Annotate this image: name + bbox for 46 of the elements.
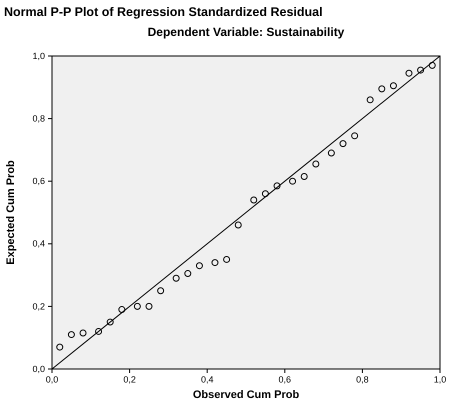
- y-tick-label: 1,0: [32, 50, 45, 61]
- x-tick-label: 0,2: [123, 374, 136, 384]
- point: [250, 196, 258, 204]
- point: [146, 302, 152, 310]
- y-tick-label: 0,2: [32, 301, 45, 312]
- x-tick-label: 0,8: [356, 374, 369, 384]
- point: [234, 222, 242, 228]
- point: [134, 302, 141, 310]
- point: [390, 82, 397, 90]
- point: [417, 66, 424, 74]
- x-tick-label: 0,6: [278, 374, 292, 384]
- point: [118, 306, 126, 314]
- y-tick-label: 0,0: [32, 364, 45, 374]
- y-tick-label: 0,4: [32, 238, 45, 249]
- point: [56, 344, 64, 351]
- point: [106, 318, 114, 326]
- point: [184, 270, 192, 278]
- point: [351, 132, 358, 140]
- y-tick-label: 0,6: [32, 176, 45, 186]
- point: [172, 274, 180, 282]
- y-axis-title: Expected Cum Prob: [5, 160, 17, 265]
- chart-subtitle: Dependent Variable: Sustainability: [148, 25, 345, 39]
- point: [340, 140, 346, 148]
- point: [312, 160, 320, 168]
- point: [196, 262, 203, 270]
- point: [366, 96, 374, 104]
- x-tick-label: 0,4: [200, 374, 214, 384]
- x-tick-label: 0,0: [46, 374, 58, 384]
- point: [80, 330, 87, 336]
- chart-title: Normal P-P Plot of Regression Standardized Residual: [4, 5, 323, 19]
- point: [211, 259, 218, 266]
- point: [300, 173, 308, 180]
- point: [289, 178, 296, 185]
- point: [262, 190, 269, 198]
- point: [223, 256, 230, 263]
- point: [378, 85, 386, 92]
- y-tick-label: 0,8: [32, 113, 45, 124]
- point: [157, 287, 164, 294]
- x-axis-title: Observed Cum Prob: [192, 389, 300, 400]
- point: [328, 150, 335, 157]
- point: [68, 331, 75, 338]
- point: [428, 62, 436, 69]
- point: [405, 70, 412, 77]
- point: [274, 182, 281, 190]
- x-tick-label: 1,0: [434, 374, 446, 384]
- point: [95, 328, 102, 335]
